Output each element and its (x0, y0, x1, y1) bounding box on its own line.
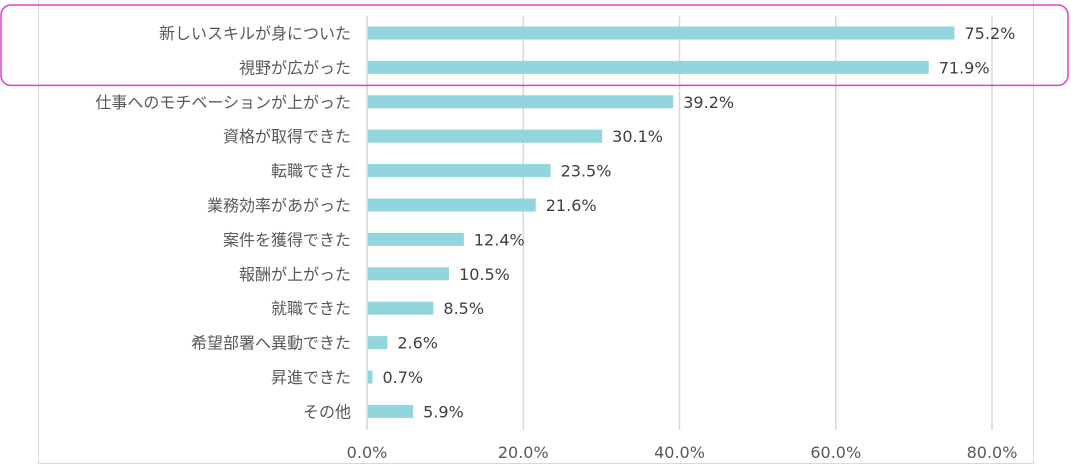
value-label: 23.5% (561, 162, 612, 181)
category-label: 転職できた (271, 162, 351, 181)
x-tick-label: 0.0% (347, 443, 388, 462)
value-label: 21.6% (546, 196, 597, 215)
value-label: 8.5% (443, 299, 484, 318)
bar (368, 370, 373, 384)
category-label: 視野が広がった (239, 58, 351, 77)
x-tick-label: 20.0% (498, 443, 549, 462)
bar (368, 164, 551, 178)
bar (368, 95, 674, 109)
category-label: 資格が取得できた (223, 127, 351, 146)
category-label: 仕事へのモチベーションが上がった (95, 93, 351, 112)
highlight-box (0, 4, 1069, 87)
bar (368, 267, 450, 281)
bar (368, 26, 955, 40)
category-label: その他 (303, 402, 351, 421)
value-label: 10.5% (459, 265, 510, 284)
bar (368, 232, 464, 246)
value-label: 75.2% (965, 24, 1016, 43)
x-tick-label: 40.0% (654, 443, 705, 462)
bar-layer (368, 26, 955, 418)
value-label: 5.9% (423, 402, 464, 421)
grid-layer (366, 16, 993, 430)
value-label: 71.9% (939, 58, 990, 77)
value-label: 2.6% (397, 334, 438, 353)
category-label: 案件を獲得できた (223, 230, 351, 249)
chart-frame (38, 0, 1034, 464)
bar (368, 60, 929, 74)
x-tick-label: 60.0% (810, 443, 861, 462)
bar (368, 404, 414, 418)
value-label: 39.2% (683, 93, 734, 112)
x-tick-label: 80.0% (967, 443, 1018, 462)
category-label: 希望部署へ異動できた (191, 334, 351, 353)
value-label: 0.7% (382, 368, 423, 387)
category-label: 業務効率があがった (207, 196, 351, 215)
category-label: 昇進できた (271, 368, 351, 387)
category-label: 就職できた (271, 299, 351, 318)
category-label: 報酬が上がった (239, 265, 351, 284)
value-label: 12.4% (474, 230, 525, 249)
value-label: 30.1% (612, 127, 663, 146)
tick-layer: 0.0% 20.0% 40.0% 60.0% 80.0% (347, 443, 1018, 462)
bar (368, 301, 434, 315)
category-label: 新しいスキルが身についた (159, 24, 351, 43)
label-layer: 新しいスキルが身についた 75.2% 視野が広がった 71.9% 仕事へのモチベーション… (95, 24, 1015, 421)
bar (368, 129, 603, 143)
bar (368, 336, 388, 350)
bar (368, 198, 536, 212)
